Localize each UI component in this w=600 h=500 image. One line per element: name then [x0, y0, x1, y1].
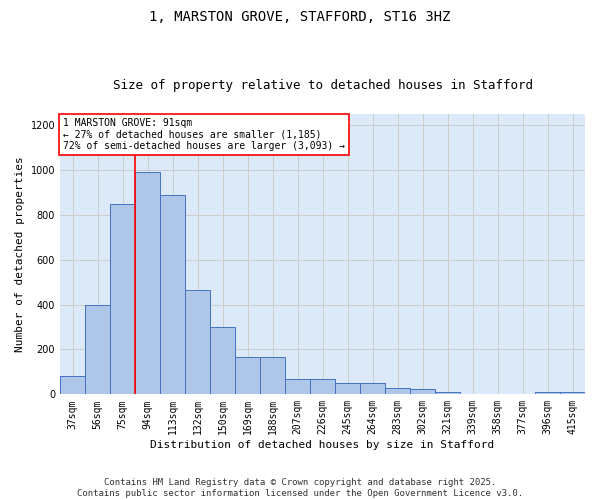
Bar [210, 327, 235, 394]
Bar [285, 378, 310, 394]
Bar [360, 383, 385, 394]
Text: 1, MARSTON GROVE, STAFFORD, ST16 3HZ: 1, MARSTON GROVE, STAFFORD, ST16 3HZ [149, 10, 451, 24]
Bar [235, 358, 260, 395]
Bar [335, 383, 360, 394]
Text: 1 MARSTON GROVE: 91sqm
← 27% of detached houses are smaller (1,185)
72% of semi-: 1 MARSTON GROVE: 91sqm ← 27% of detached… [62, 118, 344, 152]
Bar [110, 204, 135, 394]
Y-axis label: Number of detached properties: Number of detached properties [15, 156, 25, 352]
Bar [160, 194, 185, 394]
Title: Size of property relative to detached houses in Stafford: Size of property relative to detached ho… [113, 79, 533, 92]
Bar [185, 290, 210, 395]
Bar [435, 392, 460, 394]
Bar [85, 304, 110, 394]
Bar [260, 358, 285, 395]
Bar [535, 392, 560, 394]
Bar [310, 378, 335, 394]
Text: Contains HM Land Registry data © Crown copyright and database right 2025.
Contai: Contains HM Land Registry data © Crown c… [77, 478, 523, 498]
Bar [560, 392, 585, 394]
Bar [410, 388, 435, 394]
Bar [385, 388, 410, 394]
Bar [135, 172, 160, 394]
Bar [60, 376, 85, 394]
X-axis label: Distribution of detached houses by size in Stafford: Distribution of detached houses by size … [151, 440, 494, 450]
